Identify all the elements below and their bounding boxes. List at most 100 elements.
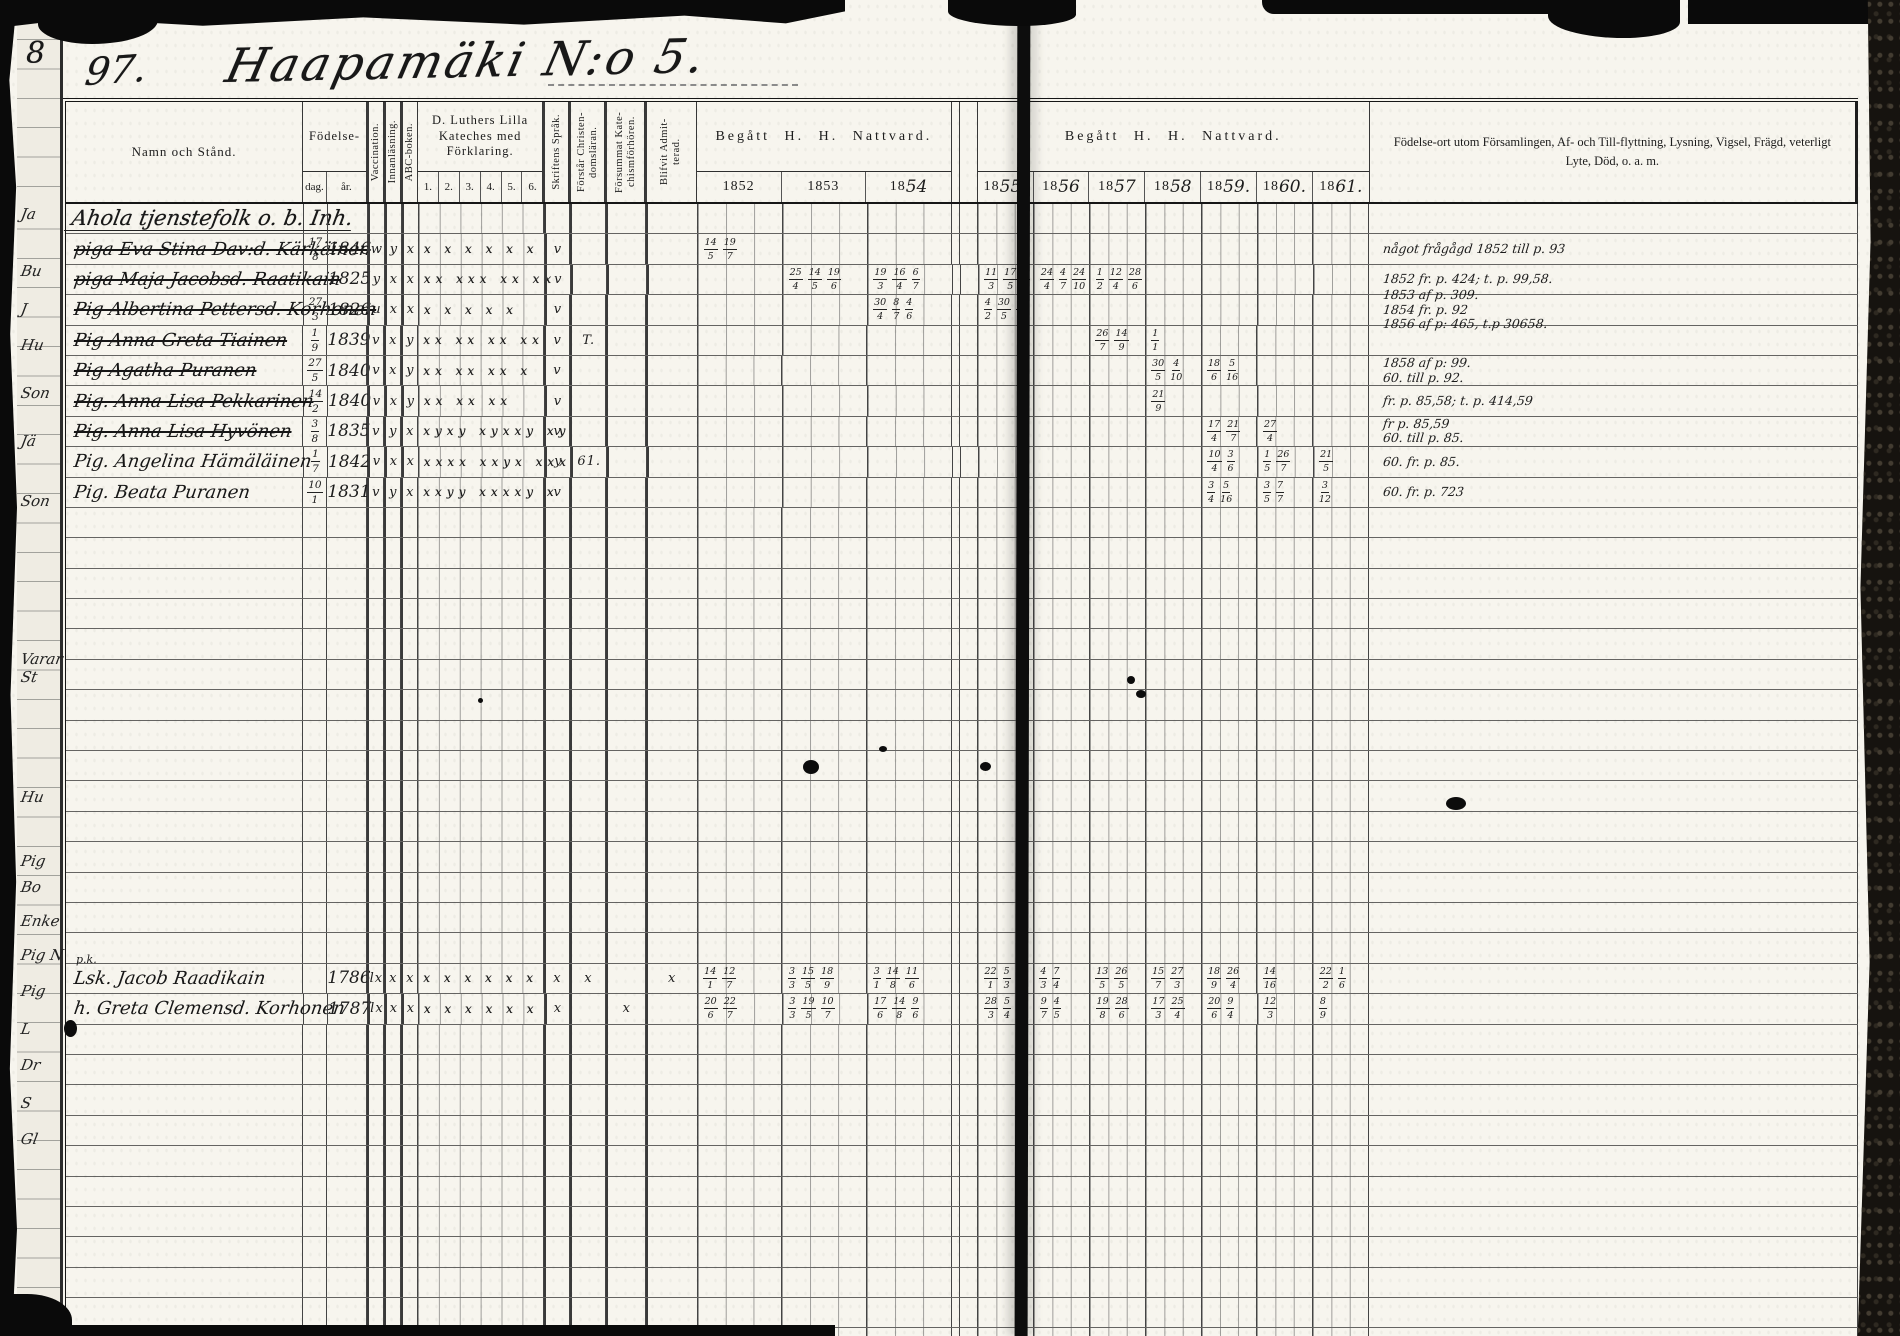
reading-cell: [384, 1146, 402, 1176]
communion-cell: 20 6 22 7: [698, 994, 783, 1024]
understands-cell: [569, 751, 606, 781]
missed-cell: [605, 720, 646, 751]
scripture-cell: [543, 902, 570, 933]
communion-cell: [697, 1267, 783, 1298]
birth-day-cell: [303, 1146, 328, 1176]
vaccination-cell: v: [367, 416, 385, 447]
catechism-cell: x x x x x x: [418, 963, 544, 994]
check-mark: v: [372, 484, 381, 500]
ledger-row: p.k. Lsk. Jacob Raadikain 1786 lx x x x x x x …: [66, 953, 1859, 995]
ledger-row: [66, 1085, 1859, 1116]
name-cell: [66, 933, 304, 963]
communion-cell: [1313, 1328, 1370, 1336]
date-fraction: 19 3: [873, 266, 888, 292]
communion-cell: [782, 477, 868, 507]
communion-cell: [1201, 1206, 1258, 1237]
vaccination-cell: [367, 1237, 385, 1267]
scripture-cell: v: [544, 295, 571, 325]
birth-year-cell: 1787: [328, 994, 371, 1024]
understands-cell: [569, 1176, 606, 1206]
communion-cell: [782, 1206, 868, 1237]
ledger-row: [66, 507, 1859, 539]
check-mark: x: [389, 271, 399, 287]
note-cell: [1369, 720, 1859, 751]
admitted-cell: [646, 447, 699, 477]
communion-cell: [1313, 204, 1370, 234]
catechism-cell: [418, 538, 544, 568]
communion-cell: [1313, 1146, 1370, 1176]
communion-cell: [867, 1267, 953, 1298]
birth-day-cell: [303, 568, 328, 599]
note-cell: [1369, 690, 1859, 720]
catechism-cell: xyxy xyxxy xy: [418, 416, 565, 447]
birth-year: 1842: [327, 451, 372, 472]
communion-cell: [697, 538, 783, 568]
communion-cell: [1033, 629, 1090, 659]
admitted-cell: [645, 902, 698, 933]
abc-cell: y: [401, 325, 419, 355]
communion-cell: [1089, 1024, 1146, 1054]
name-cell: [66, 538, 304, 568]
communion-cell: [1257, 751, 1314, 781]
communion-cell: [1257, 811, 1314, 842]
birth-year-cell: [327, 1206, 368, 1237]
reading-cell: [384, 659, 402, 690]
understands-cell: [569, 659, 606, 690]
communion-cell: [1313, 659, 1370, 690]
header-gutter: [960, 102, 978, 202]
communion-cell: [867, 568, 953, 599]
communion-marks: 18 9 26 4: [1202, 966, 1243, 991]
gutter-cell: [960, 204, 979, 234]
name-cell: [66, 1115, 304, 1146]
margin-cell: [952, 1115, 961, 1146]
header-birth-label: Födelse-: [309, 129, 361, 143]
margin-cell: [952, 659, 961, 690]
margin-cell: [952, 355, 961, 386]
date-fraction: 22 1: [983, 965, 998, 991]
missed-cell: [605, 1024, 646, 1054]
catechism-cell: [418, 720, 544, 751]
communion-cell: [1313, 386, 1370, 416]
margin-cell: [952, 1328, 961, 1336]
communion-cell: [1033, 1176, 1090, 1206]
catechism-marks: x x x x x: [423, 302, 518, 317]
missed-cell: [605, 1146, 646, 1176]
communion-cell: 19 3 16 4 6 7: [867, 264, 953, 295]
birth-year-cell: [327, 1115, 368, 1146]
understands-cell: [570, 416, 607, 447]
admitted-cell: [646, 325, 698, 355]
abc-cell: x: [401, 234, 419, 264]
reading-cell: [384, 1298, 402, 1328]
abc-cell: [401, 751, 419, 781]
abc-cell: [401, 659, 419, 690]
note-cell: [1369, 507, 1859, 538]
header-admitted: Blifvit Admit- terad.: [645, 102, 697, 202]
communion-cell: 30 4 8 7 4 6: [867, 295, 953, 325]
communion-cell: [1089, 1237, 1146, 1267]
communion-cell: [867, 1206, 953, 1237]
communion-cell: 17 6 14 8 9 6: [867, 994, 953, 1024]
check-mark: v: [554, 271, 563, 287]
communion-marks: 15 7 27 3: [1146, 966, 1187, 991]
communion-cell: [782, 325, 868, 355]
missed-cell: [606, 234, 647, 264]
communion-cell: [1257, 507, 1314, 538]
facing-page-fragment: Bu: [19, 262, 44, 280]
communion-cell: [1034, 416, 1090, 447]
reading-cell: [384, 933, 402, 963]
vaccination-cell: v: [367, 386, 385, 416]
ink-blob: [803, 760, 819, 774]
catechism-marks: xx xx xx: [423, 394, 513, 409]
birth-day-cell: [303, 872, 328, 902]
ledger-row: [66, 872, 1859, 903]
communion-marks: 22 1 5 3: [978, 966, 1013, 991]
missed-cell: [606, 386, 647, 416]
communion-marks: 13 5 26 5: [1090, 966, 1131, 991]
abc-cell: [401, 720, 419, 751]
missed-cell: [605, 568, 646, 599]
abc-cell: [401, 599, 419, 629]
birth-year-cell: 1786: [327, 963, 371, 994]
